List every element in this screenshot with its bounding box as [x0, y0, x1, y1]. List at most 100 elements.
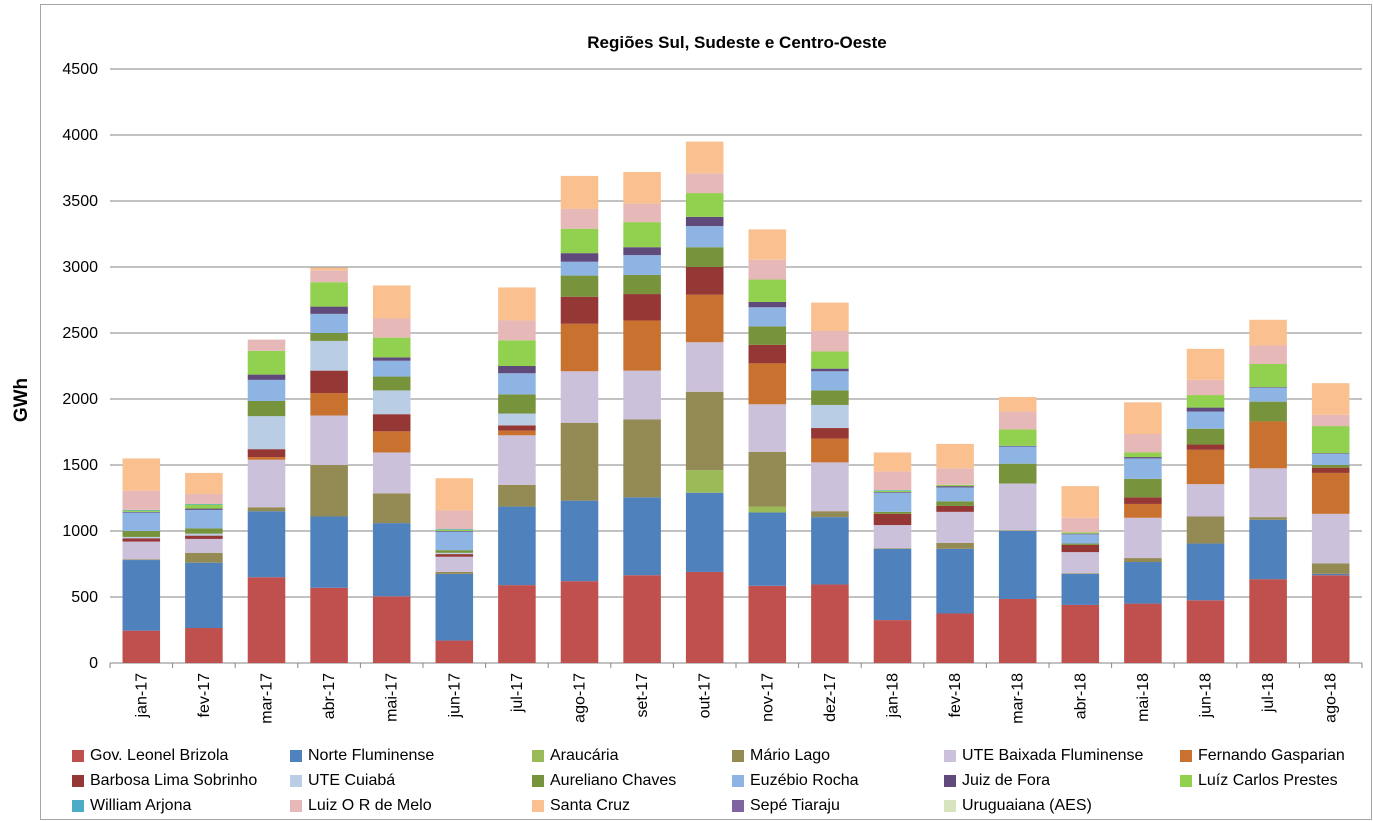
bar-segment: [122, 458, 161, 491]
bar-segment: [560, 581, 599, 663]
legend-label: Gov. Leonel Brizola: [90, 747, 229, 764]
x-tick-label: out-17: [697, 673, 714, 718]
y-tick-label: 4500: [62, 61, 98, 78]
x-tick-label: jul-17: [509, 673, 526, 713]
bar-segment: [498, 340, 536, 366]
bar-segment: [310, 282, 348, 307]
bar-segment: [247, 379, 286, 401]
bar-segment: [1311, 467, 1350, 473]
bar-segment: [122, 509, 161, 511]
bar-segment: [623, 294, 661, 321]
bar-segment: [185, 494, 223, 504]
bar-segment: [498, 287, 536, 321]
bar-segment: [560, 208, 599, 229]
bar-segment: [623, 497, 661, 576]
bar-segment: [1124, 458, 1162, 479]
chart-frame: [40, 4, 1372, 820]
bar-segment: [1249, 387, 1287, 402]
bar-segment: [748, 585, 787, 663]
bar-segment: [936, 486, 974, 488]
bar-segment: [873, 492, 912, 493]
bar-segment: [1124, 517, 1162, 559]
bar-segment: [372, 376, 411, 391]
bar-segment: [623, 171, 661, 204]
bar-segment: [372, 493, 411, 524]
bar-segment: [1186, 516, 1225, 544]
bar-segment: [498, 435, 536, 485]
bar-segment: [936, 484, 974, 487]
bar-segment: [623, 255, 661, 275]
x-tick-label: fev-17: [196, 673, 213, 718]
legend-item: Euzébio Rocha: [732, 769, 859, 793]
gridlines: [110, 68, 1362, 664]
y-tick-label: 1000: [62, 523, 98, 540]
legend-item: Luiz O R de Melo: [290, 794, 432, 818]
y-tick-label: 4000: [62, 127, 98, 144]
bar-segment: [247, 350, 286, 375]
bar-segment: [498, 585, 536, 663]
bar-segment: [1249, 319, 1287, 346]
bar-segment: [998, 530, 1037, 531]
bar-segment: [685, 216, 724, 227]
bar-segment: [623, 222, 661, 248]
bar-segment: [998, 531, 1037, 599]
bar-segment: [560, 371, 599, 423]
bar-segment: [560, 296, 599, 324]
bar-segment: [748, 506, 787, 513]
bar-segment: [1124, 503, 1162, 518]
bar-segment: [748, 404, 787, 452]
bar-segment: [498, 425, 536, 431]
bar-segment: [873, 548, 912, 549]
bar-segment: [936, 501, 974, 506]
legend-item: Sepé Tiaraju: [732, 794, 840, 818]
bar-segment: [122, 630, 161, 663]
bar-segment: [185, 533, 223, 536]
bar-segment: [122, 536, 161, 539]
bar-segment: [122, 490, 161, 510]
bar-segment: [685, 391, 724, 471]
bar-segment: [310, 415, 348, 465]
bar-segment: [310, 393, 348, 416]
bar-segment: [310, 306, 348, 314]
bar-segment: [1061, 532, 1100, 534]
legend-item: Norte Fluminense: [290, 744, 434, 768]
bar-segment: [998, 429, 1037, 446]
legend-item: Fernando Gasparian: [1180, 744, 1345, 768]
bar-segment: [310, 313, 348, 333]
bar-segment: [1061, 552, 1100, 574]
bar-segment: [185, 509, 223, 529]
bar-segment: [560, 253, 599, 262]
bar-segment: [498, 413, 536, 426]
legend-label: Santa Cruz: [550, 797, 631, 814]
bar-segment: [122, 510, 161, 512]
bar-segment: [873, 471, 912, 491]
legend-item: UTE Cuiabá: [290, 769, 395, 793]
bar-segment: [310, 465, 348, 517]
bar-segment: [185, 538, 223, 553]
bar-segment: [1124, 558, 1162, 563]
legend-item: William Arjona: [72, 794, 191, 818]
bar-segment: [122, 560, 161, 631]
bar-segment: [1311, 453, 1350, 465]
bar-segment: [435, 571, 474, 574]
bar-segment: [1186, 379, 1225, 396]
bar-segment: [122, 541, 161, 560]
bar-segment: [1249, 345, 1287, 365]
bar-segment: [435, 552, 474, 555]
bar-segment: [498, 373, 536, 395]
legend-label: Luiz O R de Melo: [308, 797, 432, 814]
bar-segment: [1124, 433, 1162, 453]
legend-swatch: [1180, 775, 1192, 787]
bar-segment: [873, 490, 912, 493]
bar-segment: [1186, 411, 1225, 429]
bar-segment: [685, 226, 724, 248]
x-tick-label: jul-18: [1260, 673, 1277, 713]
bar-segment: [811, 404, 849, 429]
legend-swatch: [1180, 750, 1192, 762]
legend-swatch: [732, 775, 744, 787]
bar-segment: [122, 512, 161, 531]
bar-segment: [748, 363, 787, 405]
bar-segment: [1249, 401, 1287, 422]
bar-segment: [1124, 603, 1162, 663]
bar-segment: [1124, 457, 1162, 459]
